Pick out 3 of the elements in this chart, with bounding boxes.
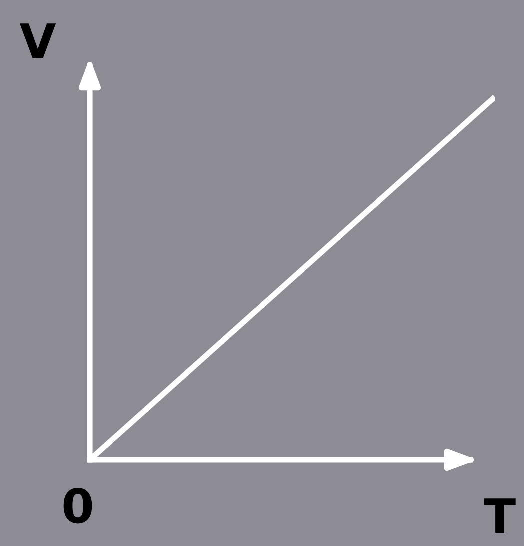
text: 0	[64, 488, 92, 524]
x-axis-title: T	[484, 498, 516, 534]
y-axis-title: V	[20, 24, 56, 58]
